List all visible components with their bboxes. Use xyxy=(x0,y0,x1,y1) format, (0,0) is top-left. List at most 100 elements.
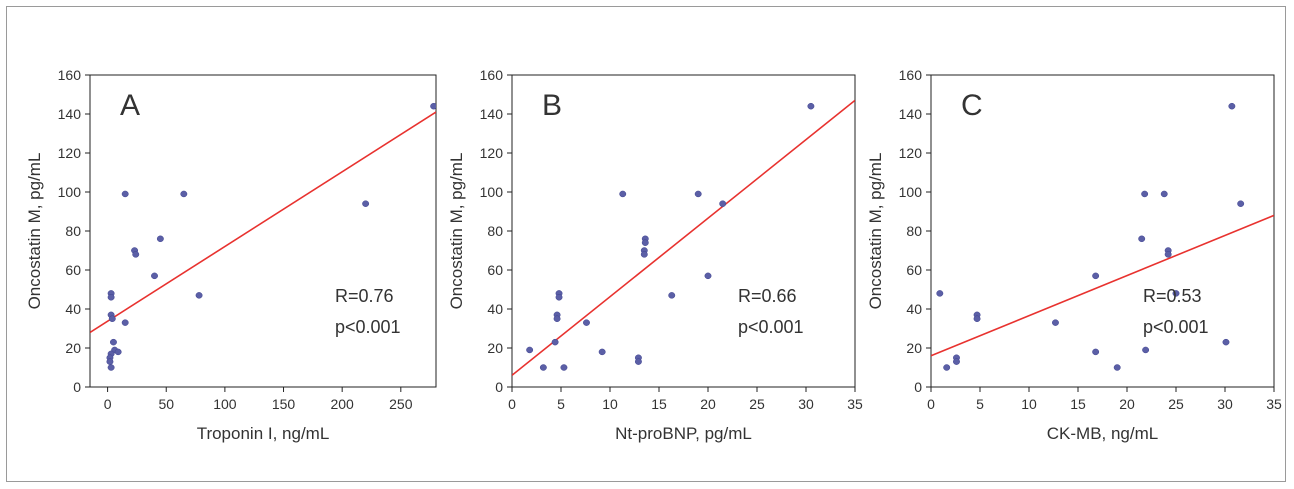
x-tick-label: 20 xyxy=(1119,396,1135,412)
data-point xyxy=(1142,346,1150,354)
y-tick-label: 140 xyxy=(899,106,923,122)
y-tick-label: 40 xyxy=(487,301,503,317)
plot-area xyxy=(89,74,437,388)
x-tick-label: 15 xyxy=(1070,396,1086,412)
plot-area xyxy=(511,74,856,388)
regression-line xyxy=(931,214,1274,357)
data-layer xyxy=(512,99,855,376)
plot-area xyxy=(930,74,1275,388)
x-tick-label: 10 xyxy=(602,396,618,412)
data-point xyxy=(1237,200,1245,207)
data-point xyxy=(121,319,129,326)
panel-a: 0 20 40 60 80 100 120 140 160 0 50 100 150 200 250 Trop… xyxy=(25,67,437,443)
x-tick-label: 0 xyxy=(104,396,112,412)
data-point xyxy=(640,251,648,258)
data-point xyxy=(936,290,944,297)
y-tick-label: 100 xyxy=(480,184,504,200)
regression-line xyxy=(512,99,855,376)
y-tick-label: 60 xyxy=(487,262,503,278)
x-tick-label: 5 xyxy=(557,396,565,412)
y-tick-label: 20 xyxy=(487,340,503,356)
x-tick-label: 100 xyxy=(213,396,237,412)
data-point xyxy=(553,315,561,322)
data-point xyxy=(560,364,568,371)
x-axis-title: Troponin I, ng/mL xyxy=(197,424,330,443)
data-point xyxy=(1092,272,1100,280)
y-tick-label: 120 xyxy=(58,145,82,161)
data-point xyxy=(641,239,649,246)
x-tick-label: 250 xyxy=(389,396,413,412)
data-point xyxy=(1092,348,1100,356)
data-point xyxy=(1052,319,1059,326)
data-point xyxy=(704,272,712,280)
data-point xyxy=(526,346,534,354)
x-tick-label: 0 xyxy=(927,396,935,412)
data-point xyxy=(1228,102,1236,110)
x-tick-label: 150 xyxy=(272,396,296,412)
data-point xyxy=(694,190,702,198)
x-tick-label: 10 xyxy=(1021,396,1037,412)
y-tick-label: 40 xyxy=(906,301,922,317)
y-tick-label: 40 xyxy=(65,301,81,317)
data-point xyxy=(719,200,727,207)
y-tick-label: 0 xyxy=(914,379,922,395)
y-tick-label: 160 xyxy=(58,67,82,83)
data-point xyxy=(551,338,559,346)
regression-line xyxy=(90,111,436,334)
y-tick-label: 120 xyxy=(899,145,923,161)
panel-c: 0 20 40 60 80 100 120 140 160 0 5 10 15 20 25 30 35 CK-MB… xyxy=(866,67,1282,443)
data-point xyxy=(598,348,606,356)
data-point xyxy=(943,364,951,371)
data-point xyxy=(132,251,140,258)
y-tick-label: 160 xyxy=(480,67,504,83)
data-point xyxy=(1164,251,1172,258)
data-point xyxy=(114,348,122,356)
data-point xyxy=(110,338,117,346)
y-tick-label: 60 xyxy=(65,262,81,278)
data-point xyxy=(107,364,115,371)
data-layer xyxy=(90,102,436,371)
x-axis-title: CK-MB, ng/mL xyxy=(1047,424,1158,443)
y-tick-label: 140 xyxy=(480,106,504,122)
data-point xyxy=(555,294,563,301)
y-tick-label: 0 xyxy=(73,379,81,395)
data-point xyxy=(973,315,981,322)
x-tick-label: 5 xyxy=(976,396,984,412)
y-tick-label: 0 xyxy=(495,379,503,395)
data-point xyxy=(108,315,116,322)
x-tick-label: 200 xyxy=(330,396,354,412)
data-point xyxy=(539,364,547,371)
y-tick-label: 80 xyxy=(65,223,81,239)
data-point xyxy=(180,190,188,198)
data-point xyxy=(1172,290,1180,297)
data-point xyxy=(106,358,114,365)
data-point xyxy=(1222,338,1230,346)
x-tick-label: 35 xyxy=(847,396,863,412)
x-tick-label: 15 xyxy=(651,396,667,412)
y-tick-label: 20 xyxy=(65,340,81,356)
data-point xyxy=(195,292,203,299)
data-point xyxy=(807,102,815,110)
data-point xyxy=(151,272,158,280)
x-tick-label: 25 xyxy=(749,396,765,412)
y-tick-label: 100 xyxy=(899,184,923,200)
correlation-r: R=0.53 xyxy=(1143,286,1202,306)
figure-frame: 0 20 40 60 80 100 120 140 160 0 50 100 150 200 250 Trop… xyxy=(6,6,1286,482)
data-point xyxy=(362,200,370,207)
data-point xyxy=(668,292,676,299)
data-point xyxy=(619,190,627,198)
y-axis-title: Oncostatin M, pg/mL xyxy=(25,153,44,310)
data-point xyxy=(1141,190,1149,198)
x-tick-label: 30 xyxy=(798,396,814,412)
p-value: p<0.001 xyxy=(1143,317,1209,337)
data-point xyxy=(1138,235,1146,243)
data-point xyxy=(156,235,164,243)
x-tick-label: 0 xyxy=(508,396,516,412)
x-tick-label: 50 xyxy=(158,396,174,412)
y-axis-title: Oncostatin M, pg/mL xyxy=(866,153,885,310)
data-point xyxy=(634,358,642,365)
y-tick-label: 80 xyxy=(487,223,503,239)
x-tick-label: 35 xyxy=(1266,396,1282,412)
y-axis-title: Oncostatin M, pg/mL xyxy=(447,153,466,310)
